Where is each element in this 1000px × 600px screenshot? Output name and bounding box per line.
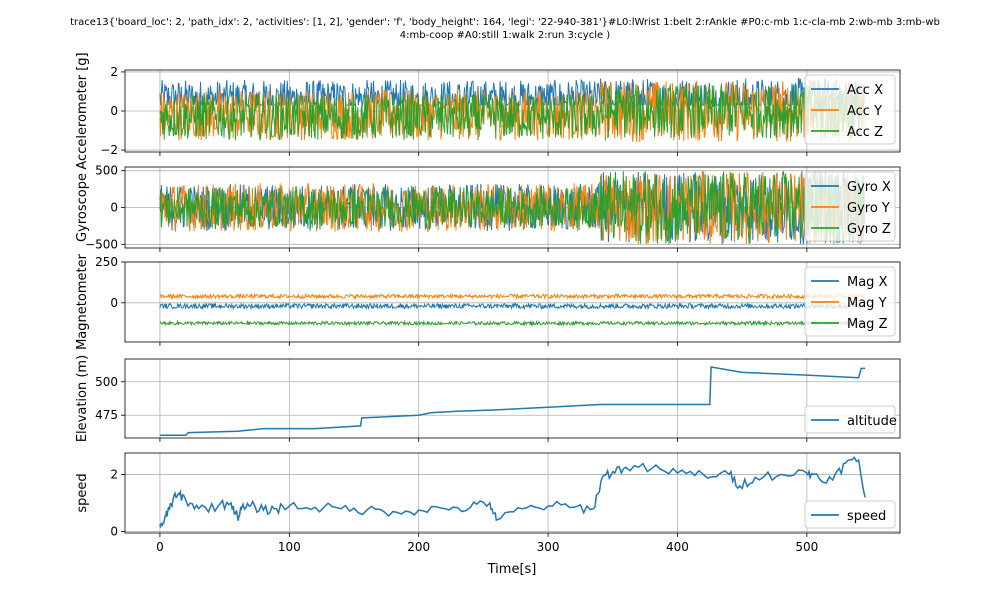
y-tick-label: 2 xyxy=(110,467,118,481)
series-line-gyro-y xyxy=(159,170,865,245)
legend-entry: Acc X xyxy=(847,83,883,98)
x-tick-label: 300 xyxy=(537,540,560,554)
legend-entry: Gyro Z xyxy=(847,222,891,237)
legend: altitude xyxy=(804,405,897,434)
axes-frame xyxy=(124,261,901,343)
legend: Mag X Mag Y Mag Z xyxy=(804,266,896,337)
series-line-mag-y xyxy=(159,292,865,301)
y-tick-label: −2 xyxy=(100,143,118,157)
legend-entry: Gyro X xyxy=(847,180,891,195)
series-line-mag-x xyxy=(159,301,865,311)
legend-box xyxy=(804,171,896,242)
legend-entry: Acc Y xyxy=(847,104,882,119)
legend-entry: Mag X xyxy=(847,275,888,290)
legend: Gyro X Gyro Y Gyro Z xyxy=(804,171,896,242)
legend-box xyxy=(804,266,896,337)
legend-box xyxy=(804,405,896,434)
legend: speed xyxy=(804,500,896,529)
axes-frame xyxy=(124,358,901,439)
y-tick-label: 250 xyxy=(95,255,118,269)
y-tick-label: 500 xyxy=(95,375,118,389)
subplot-4: 475 500 Elevation (m) altitude xyxy=(75,355,901,442)
subplot-1: −2 0 2 Accelerometer [g] Acc X Acc Y Acc Z xyxy=(75,52,901,170)
legend-entry: Mag Z xyxy=(847,317,888,332)
series-line-altitude xyxy=(159,366,866,437)
legend-entry: speed xyxy=(847,509,886,524)
subplot-5: 0 100 200 300 400 500 0 2 speed speed xyxy=(75,452,901,554)
legend-box xyxy=(804,74,896,145)
axes-frame xyxy=(124,452,901,534)
y-tick-label: 475 xyxy=(95,408,118,422)
legend-entry: Gyro Y xyxy=(847,201,890,216)
y-tick-label: −500 xyxy=(85,237,118,251)
x-tick-label: 100 xyxy=(278,540,301,554)
chart-title-line-1: trace13{'board_loc': 2, 'path_idx': 2, '… xyxy=(70,17,940,28)
series-line-mag-z xyxy=(159,319,865,327)
subplot-3: 0 250 Magnetometer Mag X Mag Y Mag Z xyxy=(75,253,901,350)
legend-entry: Mag Y xyxy=(847,296,887,311)
y-tick-label: 0 xyxy=(110,104,118,118)
legend: Acc X Acc Y Acc Z xyxy=(804,74,896,145)
x-tick-label: 400 xyxy=(666,540,689,554)
y-axis-label: speed xyxy=(75,473,90,512)
legend-entry: Acc Z xyxy=(847,125,883,140)
subplot-2: −500 0 500 Gyroscope Gyro X Gyro Y Gyro Z xyxy=(75,164,901,252)
x-tick-label: 500 xyxy=(795,540,818,554)
y-tick-label: 0 xyxy=(110,525,118,539)
series-line-acc-z xyxy=(159,83,865,141)
x-tick-label: 200 xyxy=(407,540,430,554)
y-axis-label: Elevation (m) xyxy=(75,355,90,442)
y-axis-label: Magnetometer xyxy=(75,253,90,349)
series-line-speed xyxy=(159,456,866,528)
y-axis-label: Gyroscope xyxy=(75,173,90,242)
y-tick-label: 2 xyxy=(110,65,118,79)
legend-box xyxy=(804,500,896,529)
x-tick-label: 0 xyxy=(156,540,164,554)
legend-entry: altitude xyxy=(847,414,897,429)
subplot-stack: −2 0 2 Accelerometer [g] Acc X Acc Y Acc Z −500… xyxy=(75,52,901,554)
y-axis-label: Accelerometer [g] xyxy=(75,52,90,169)
x-axis-label: Time[s] xyxy=(487,562,537,577)
y-tick-label: 0 xyxy=(110,296,118,310)
chart-title-line-2: 4:mb-coop #A0:still 1:walk 2:run 3:cycle… xyxy=(400,30,611,41)
series-line-gyro-z xyxy=(159,170,865,245)
y-tick-label: 500 xyxy=(95,164,118,178)
y-tick-label: 0 xyxy=(110,201,118,215)
